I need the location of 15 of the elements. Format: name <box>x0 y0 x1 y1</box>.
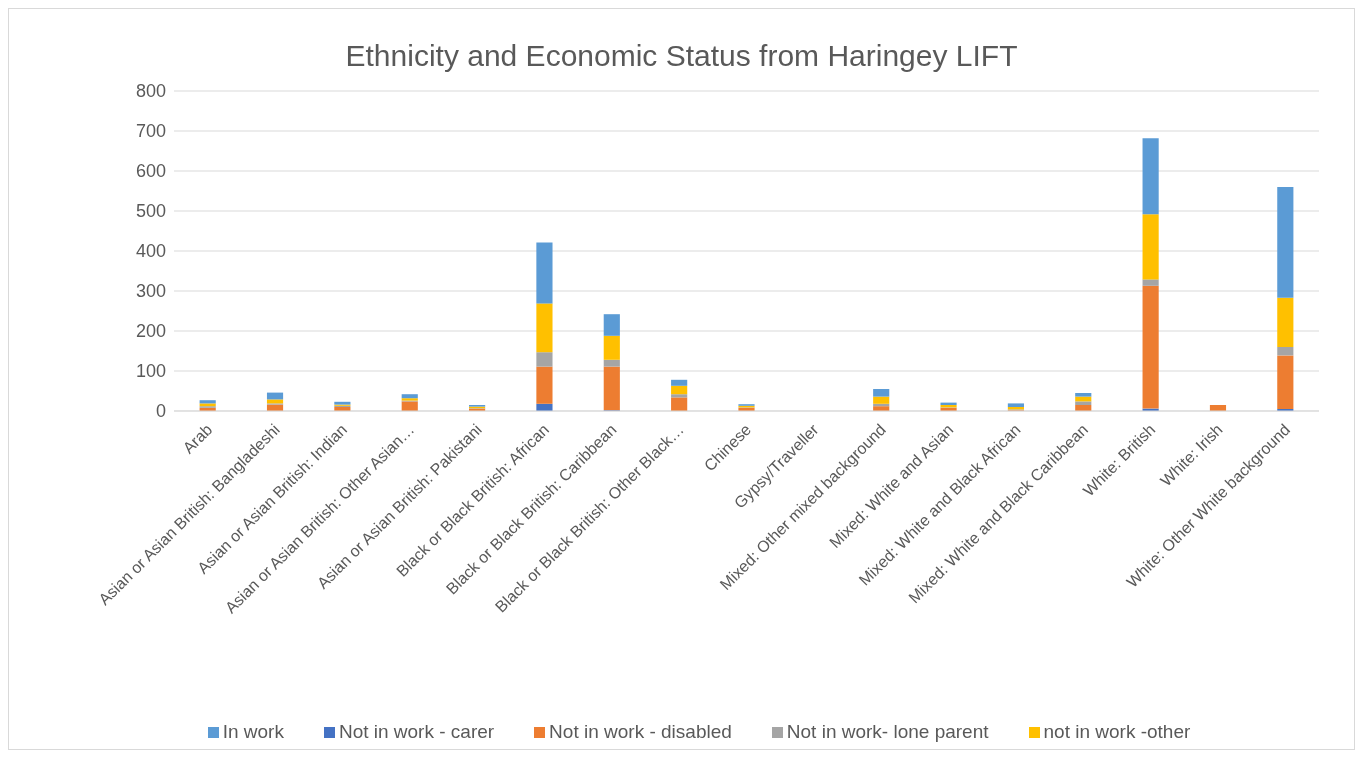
y-tick-label: 600 <box>135 161 166 182</box>
y-tick-label: 0 <box>155 401 166 422</box>
y-tick-label: 700 <box>135 121 166 142</box>
legend-label: Not in work - carer <box>338 721 495 742</box>
y-tick-label: 300 <box>135 281 166 302</box>
legend-label: Not in work - disabled <box>549 721 732 742</box>
legend-label: Not in work- lone parent <box>786 721 989 742</box>
legend-label: not in work -other <box>1043 721 1191 742</box>
y-tick-label: 200 <box>135 321 166 342</box>
y-tick-label: 100 <box>135 361 166 382</box>
legend-label: In work <box>222 721 284 742</box>
y-tick-label: 400 <box>135 241 166 262</box>
chart-title: Ethnicity and Economic Status from Haringey LIFT <box>344 39 1019 73</box>
y-tick-label: 500 <box>135 201 166 222</box>
y-tick-label: 800 <box>135 81 166 102</box>
